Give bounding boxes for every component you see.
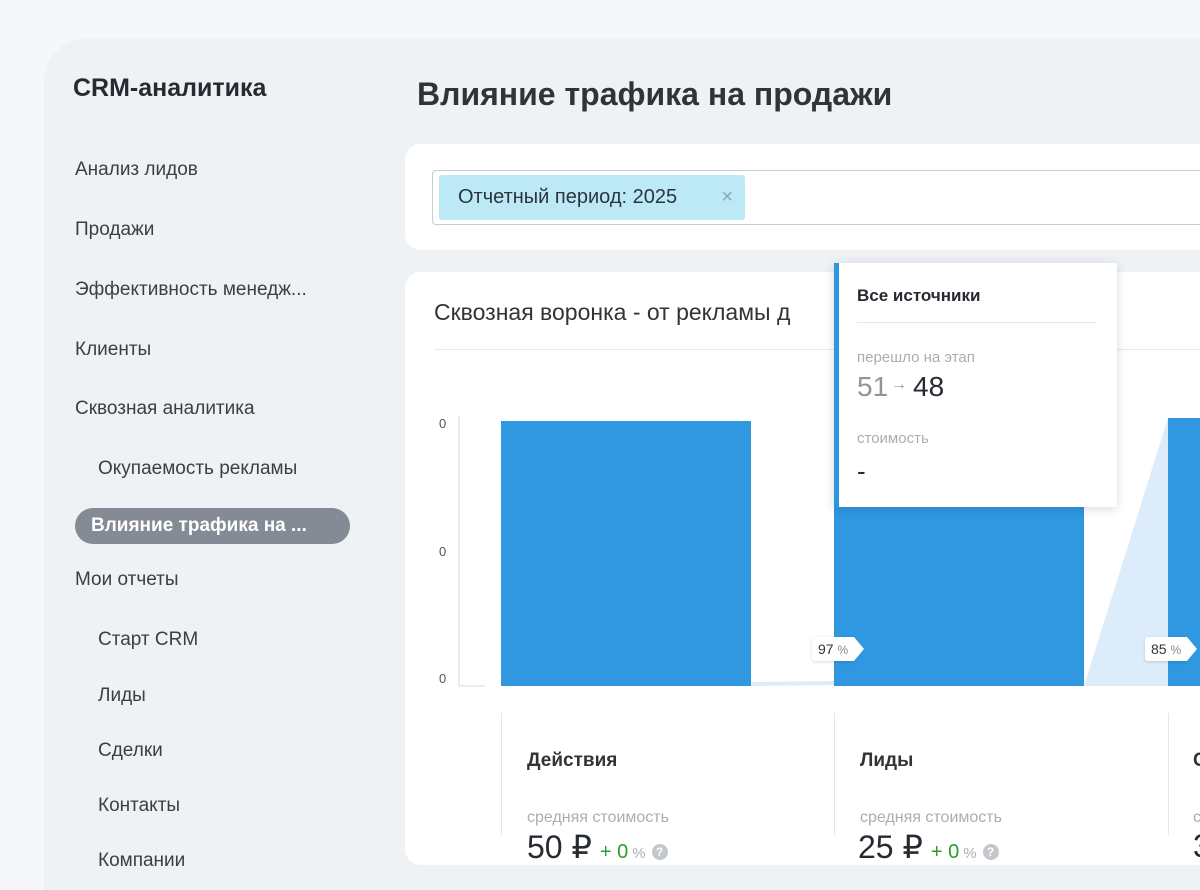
y-tick-top: 0 bbox=[439, 416, 447, 431]
filter-tag-label: Отчетный период: 2025 bbox=[458, 186, 678, 208]
stage-cost-label: средняя стоимость bbox=[860, 809, 1002, 826]
stage-divider bbox=[501, 713, 502, 835]
filter-panel: Отчетный период: 2025 × bbox=[405, 144, 1200, 250]
stage-divider bbox=[834, 713, 835, 835]
stage-cost: 25 ₽ + 0%? bbox=[858, 828, 999, 866]
tooltip-from-value: 51 bbox=[857, 371, 889, 402]
sidebar-item-companies[interactable]: Компании bbox=[98, 850, 186, 871]
sidebar-item-end-to-end-analytics[interactable]: Сквозная аналитика bbox=[75, 398, 255, 419]
sidebar-item-my-reports[interactable]: Мои отчеты bbox=[75, 569, 179, 590]
sidebar-item-leads[interactable]: Лиды bbox=[98, 685, 146, 706]
tooltip-cost-value: - bbox=[857, 456, 866, 486]
stage-cost-delta: + 0 bbox=[599, 841, 629, 863]
tooltip-cost-label: стоимость bbox=[857, 430, 929, 447]
conversion-unit: % bbox=[837, 643, 849, 657]
stage-cost-delta: + 0 bbox=[930, 841, 960, 863]
y-tick-bottom: 0 bbox=[439, 671, 447, 686]
conversion-badge: 85 % bbox=[1145, 637, 1198, 661]
filter-tag-period[interactable]: Отчетный период: 2025 × bbox=[439, 175, 745, 220]
arrow-right-icon: → bbox=[891, 376, 907, 393]
stage-divider bbox=[1168, 713, 1169, 835]
sidebar-item-clients[interactable]: Клиенты bbox=[75, 339, 152, 360]
sidebar-item-leads-analysis[interactable]: Анализ лидов bbox=[75, 159, 198, 180]
y-tick-middle: 0 bbox=[439, 544, 447, 559]
filter-input[interactable]: Отчетный период: 2025 × bbox=[432, 170, 1200, 225]
stage-cost-label: с bbox=[1193, 809, 1200, 826]
tooltip-moved-label: перешло на этап bbox=[857, 349, 975, 366]
conversion-value: 85 bbox=[1151, 641, 1167, 657]
stage-cost-delta-unit: % bbox=[632, 845, 646, 862]
funnel-bar-actions[interactable] bbox=[501, 421, 751, 686]
divider bbox=[434, 349, 1200, 350]
help-icon[interactable]: ? bbox=[982, 844, 999, 860]
funnel-flow-2 bbox=[1084, 418, 1168, 686]
funnel-tooltip: Все источники перешло на этап 51 → 48 ст… bbox=[834, 263, 1117, 507]
help-icon[interactable]: ? bbox=[651, 844, 668, 860]
stage-name: Лиды bbox=[860, 750, 914, 771]
sidebar-item-sales[interactable]: Продажи bbox=[75, 219, 155, 240]
sidebar-item-deals[interactable]: Сделки bbox=[98, 740, 163, 761]
tooltip-title: Все источники bbox=[857, 286, 981, 305]
funnel-title: Сквозная воронка - от рекламы д bbox=[434, 299, 791, 325]
stage-cost-delta-unit: % bbox=[963, 845, 977, 862]
funnel-bar-leads[interactable] bbox=[834, 502, 1084, 686]
stage-cost-value: 3 bbox=[1193, 828, 1200, 864]
stage-cost: 3 bbox=[1193, 828, 1200, 865]
stage-name: Действия bbox=[527, 750, 618, 771]
stage-cost-value: 25 ₽ bbox=[858, 829, 923, 865]
funnel-chart bbox=[458, 416, 1200, 687]
sidebar-item-manager-efficiency[interactable]: Эффективность менедж... bbox=[75, 279, 307, 300]
divider bbox=[857, 322, 1097, 323]
stage-cost-value: 50 ₽ bbox=[527, 829, 592, 865]
conversion-unit: % bbox=[1170, 643, 1182, 657]
sidebar-item-ad-payback[interactable]: Окупаемость рекламы bbox=[98, 458, 298, 479]
close-icon[interactable]: × bbox=[721, 186, 733, 208]
app-title: CRM-аналитика bbox=[73, 74, 267, 102]
conversion-value: 97 bbox=[818, 641, 834, 657]
funnel-flow-1 bbox=[751, 681, 834, 686]
tooltip-to-value: 48 bbox=[913, 371, 945, 402]
sidebar-item-traffic-impact[interactable]: Влияние трафика на ... bbox=[75, 508, 350, 544]
conversion-badge: 97 % bbox=[812, 637, 865, 661]
sidebar-item-contacts[interactable]: Контакты bbox=[98, 795, 181, 816]
sidebar-item-start-crm[interactable]: Старт CRM bbox=[98, 629, 199, 650]
stage-cost: 50 ₽ + 0%? bbox=[527, 828, 668, 866]
stage-cost-label: средняя стоимость bbox=[527, 809, 669, 826]
page-title: Влияние трафика на продажи bbox=[417, 76, 893, 112]
stage-name: С bbox=[1193, 750, 1200, 771]
